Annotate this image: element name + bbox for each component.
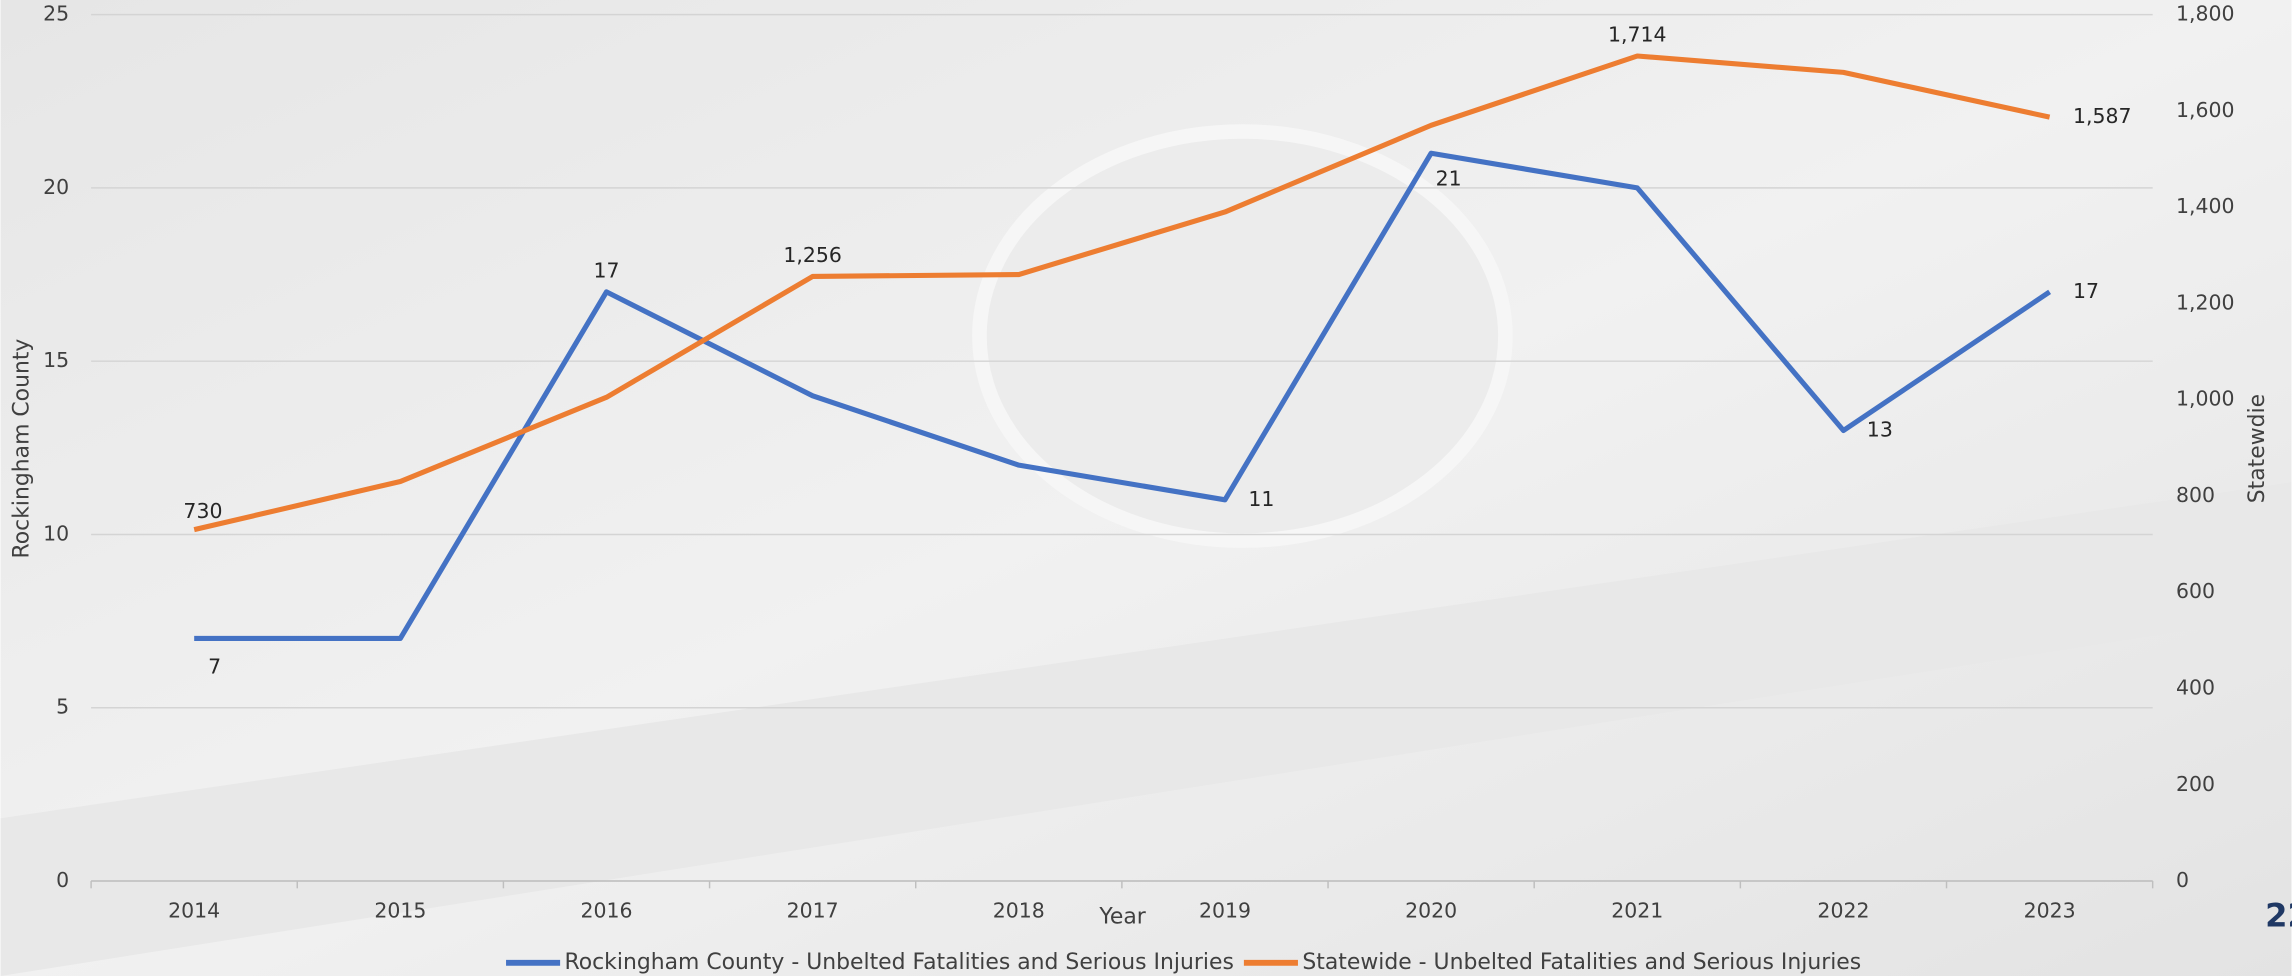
- y-tick-label: 15: [43, 348, 69, 372]
- legend-label: Rockingham County - Unbelted Fatalities …: [564, 950, 1233, 975]
- y2-axis-title: Statewdie: [2245, 394, 2270, 503]
- background-shape: [972, 124, 1513, 548]
- data-label: 1,256: [783, 243, 842, 267]
- y2-tick-label: 600: [2176, 579, 2215, 603]
- y2-tick-label: 1,800: [2176, 2, 2235, 26]
- x-tick-label: 2023: [2024, 899, 2076, 923]
- x-tick-label: 2022: [1817, 899, 1869, 923]
- data-label: 21: [1436, 167, 1462, 191]
- x-tick-label: 2019: [1199, 899, 1251, 923]
- y-tick-label: 10: [43, 521, 69, 545]
- legend-label: Statewide - Unbelted Fatalities and Seri…: [1302, 950, 1861, 975]
- data-label: 11: [1248, 487, 1274, 511]
- y2-tick-label: 1,000: [2176, 387, 2235, 411]
- y-axis-title: Rockingham County: [9, 339, 34, 559]
- x-tick-label: 2015: [374, 899, 426, 923]
- x-tick-label: 2016: [580, 899, 632, 923]
- y2-tick-label: 800: [2176, 483, 2215, 507]
- y-tick-label: 0: [56, 868, 69, 892]
- x-tick-label: 2014: [168, 899, 220, 923]
- background-shape: [0, 482, 2292, 976]
- y-tick-label: 5: [56, 695, 69, 719]
- x-tick-label: 2018: [993, 899, 1045, 923]
- y2-tick-label: 0: [2176, 868, 2189, 892]
- series-line: [194, 150, 2052, 641]
- y2-tick-label: 400: [2176, 675, 2215, 699]
- x-tick-label: 2021: [1611, 899, 1663, 923]
- data-label: 1,587: [2073, 104, 2132, 128]
- data-label: 7: [208, 655, 221, 679]
- page-number: 22: [2265, 897, 2292, 935]
- y-tick-label: 25: [43, 2, 69, 26]
- x-axis-title: Year: [1098, 905, 1145, 930]
- x-tick-label: 2020: [1405, 899, 1457, 923]
- x-tick-label: 2017: [787, 899, 839, 923]
- data-label: 13: [1867, 417, 1893, 441]
- data-label: 1,714: [1608, 23, 1667, 47]
- data-label: 17: [2073, 279, 2099, 303]
- y2-tick-label: 1,600: [2176, 98, 2235, 122]
- data-label: 730: [183, 499, 222, 523]
- data-label: 17: [593, 258, 619, 282]
- y2-tick-label: 200: [2176, 772, 2215, 796]
- y2-tick-label: 1,200: [2176, 290, 2235, 314]
- series-line: [193, 53, 2051, 533]
- y-tick-label: 20: [43, 175, 69, 199]
- y2-tick-label: 1,400: [2176, 194, 2235, 218]
